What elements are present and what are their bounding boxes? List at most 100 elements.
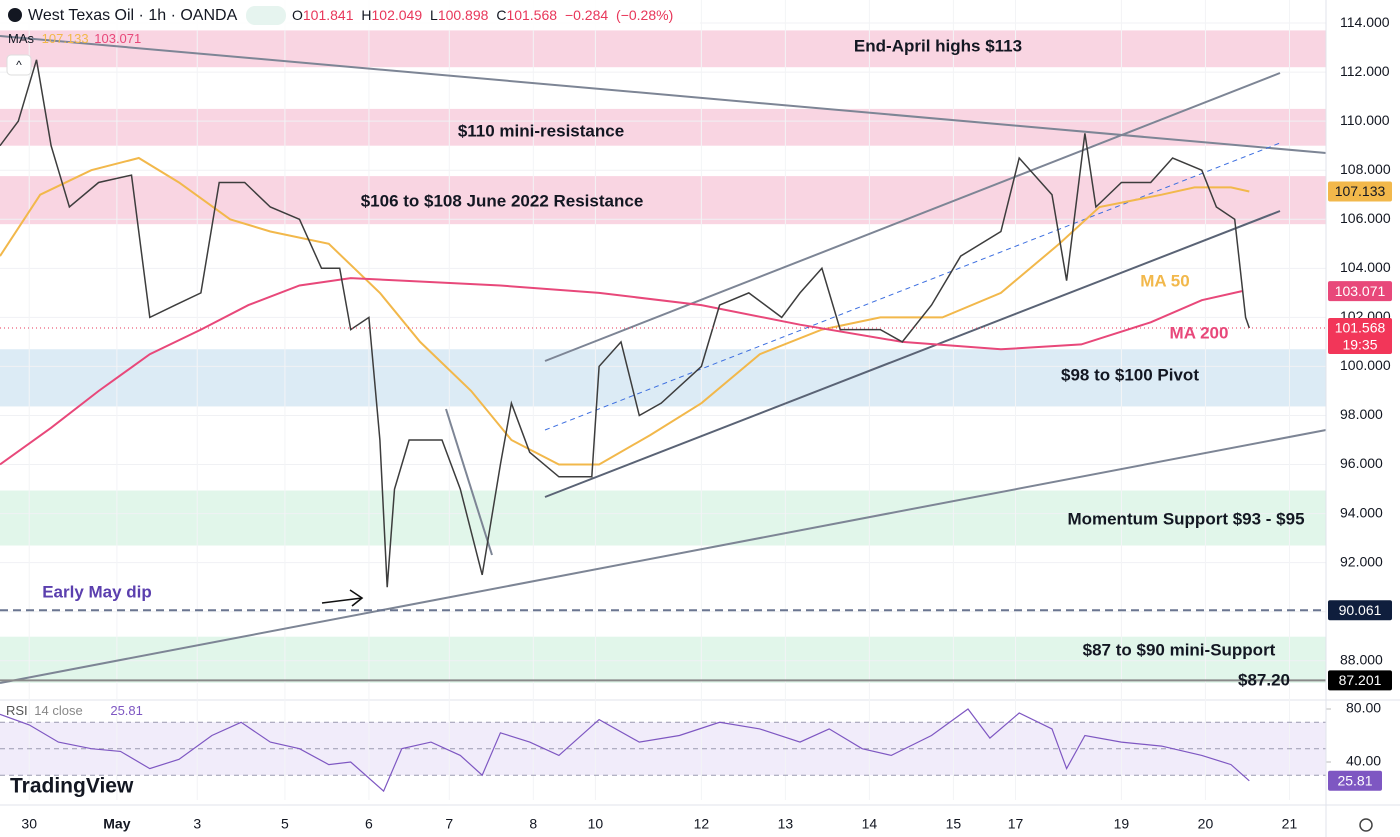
y-tick-label: 92.000 <box>1340 553 1383 569</box>
y-tick-label: 80.00 <box>1346 700 1381 716</box>
zone-label: $98 to $100 Pivot <box>1061 365 1199 384</box>
ma-line <box>0 277 1243 466</box>
x-tick-label: 5 <box>281 816 289 832</box>
header: West Texas Oil · 1h · OANDA O101.841 H10… <box>0 0 1373 832</box>
x-tick-label: 20 <box>1198 816 1214 832</box>
symbol-title[interactable]: West Texas Oil · 1h · OANDA <box>28 7 238 24</box>
price-badge-label: 87.201 <box>1339 672 1382 688</box>
rsi-name: RSI <box>6 703 28 718</box>
y-tick-label: 106.000 <box>1340 210 1391 226</box>
rsi-params: 14 close <box>34 703 82 718</box>
ma-legend[interactable]: MAs 107.133 103.071 <box>8 31 141 46</box>
zone-labels: End-April highs $113 $110 mini-resistanc… <box>42 36 1304 689</box>
x-tick-label: 8 <box>529 816 537 832</box>
trendlines <box>0 35 1327 684</box>
brand: TradingView <box>10 775 134 798</box>
x-tick-label: 21 <box>1282 816 1298 832</box>
trendline <box>544 210 1281 498</box>
price-line <box>0 59 1251 588</box>
price-badge-label: 107.133 <box>1335 183 1386 199</box>
rsi-value: 25.81 <box>110 703 143 718</box>
ma-label: MA 50 <box>1140 271 1189 290</box>
trendline <box>445 408 493 556</box>
level-label: Early May dip <box>42 582 152 601</box>
price-badge <box>1328 281 1392 302</box>
ma-line <box>0 156 1250 466</box>
trendline <box>0 35 1327 154</box>
header-bg <box>0 0 700 30</box>
price-badge-label: 101.568 <box>1335 320 1386 336</box>
y-tick-label: 110.000 <box>1340 112 1390 128</box>
zone-label: $106 to $108 June 2022 Resistance <box>361 191 644 210</box>
ohlc: O101.841 H102.049 L100.898 C101.568 −0.2… <box>292 7 673 23</box>
collapse-icon[interactable]: ^ <box>16 58 22 72</box>
zone-label: End-April highs $113 <box>854 36 1022 55</box>
change-pct: (−0.28%) <box>616 7 673 23</box>
y-tick-label: 94.000 <box>1340 504 1383 520</box>
x-tick-label: 7 <box>445 816 453 832</box>
ohlc-value: 101.841 <box>303 7 354 23</box>
zones <box>0 30 1400 776</box>
y-tick-label: 96.000 <box>1340 455 1383 471</box>
y-tick-label: 98.000 <box>1340 406 1383 422</box>
settings-icon[interactable] <box>1359 818 1373 832</box>
ma-legend-title: MAs <box>8 31 35 46</box>
price-badge <box>1328 317 1392 354</box>
change: −0.284 <box>565 7 608 23</box>
trendline <box>544 72 1281 362</box>
y-tick-label: 108.000 <box>1340 161 1391 177</box>
price-badge-label: 90.061 <box>1339 602 1382 618</box>
y-tick-label: 40.00 <box>1346 753 1381 769</box>
zone <box>0 108 1326 146</box>
rsi-line <box>0 708 1250 793</box>
y-tick-label: 104.000 <box>1340 259 1391 275</box>
x-tick-label: 3 <box>193 816 201 832</box>
x-tick-label: 6 <box>365 816 373 832</box>
collapse-button[interactable] <box>6 54 32 76</box>
ma-legend-value: 107.133 <box>42 31 89 46</box>
y-tick-label: 100.000 <box>1340 357 1391 373</box>
ohlc-key: O <box>292 7 303 23</box>
price-badge-label: 103.071 <box>1335 283 1386 299</box>
zone-label: $87 to $90 mini-Support <box>1083 640 1276 659</box>
y-tick-label: 114.000 <box>1340 14 1390 30</box>
trendline <box>544 142 1281 431</box>
zone-label: $110 mini-resistance <box>458 121 624 140</box>
ohlc-key: C <box>496 7 506 23</box>
ohlc-value: 102.049 <box>372 7 423 23</box>
rsi-legend[interactable]: RSI 14 close 25.81 <box>6 703 143 718</box>
ma-label: MA 200 <box>1170 323 1229 342</box>
zone <box>0 349 1326 407</box>
rsi-badge <box>1328 770 1382 791</box>
y-tick-label: 112.000 <box>1340 63 1390 79</box>
zone <box>0 490 1326 546</box>
zone <box>0 636 1326 683</box>
x-tick-label: 10 <box>588 816 604 832</box>
countdown: 19:35 <box>1342 337 1377 353</box>
x-tick-label: 13 <box>778 816 794 832</box>
price-badge <box>1328 670 1392 691</box>
x-tick-label: 19 <box>1114 816 1130 832</box>
trendline <box>0 429 1327 684</box>
x-tick-label: May <box>103 816 130 832</box>
rsi-badge-label: 25.81 <box>1337 772 1372 788</box>
symbol-icon <box>8 8 22 22</box>
zone <box>0 176 1326 225</box>
ohlc-value: 101.568 <box>506 7 557 23</box>
ohlc-key: H <box>361 7 371 23</box>
x-tick-label: 14 <box>862 816 878 832</box>
zone-label: Momentum Support $93 - $95 <box>1067 509 1304 528</box>
y-tick-label: 88.000 <box>1340 651 1383 667</box>
status-pill[interactable] <box>246 6 286 25</box>
x-tick-label: 12 <box>694 816 710 832</box>
ohlc-key: L <box>430 7 438 23</box>
ohlc-value: 100.898 <box>438 7 489 23</box>
price-badge <box>1328 181 1392 202</box>
series <box>0 59 1326 793</box>
price-badge <box>1328 600 1392 621</box>
x-tick-label: 30 <box>21 816 37 832</box>
level-label: $87.20 <box>1238 670 1290 689</box>
